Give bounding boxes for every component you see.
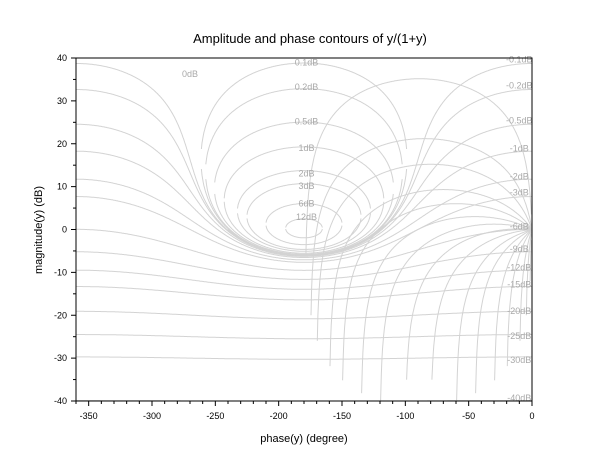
x-tick-label: -50	[462, 411, 475, 421]
gain-contour	[285, 228, 323, 239]
gain-contour	[214, 193, 394, 255]
contour-label: -30dB	[507, 355, 531, 365]
phase-contour	[475, 229, 532, 394]
contour-label: -3dB	[510, 188, 529, 198]
gain-contour	[205, 179, 403, 256]
x-tick-label: -150	[333, 411, 351, 421]
gain-contour	[76, 123, 532, 257]
contour-lines	[76, 62, 532, 402]
phase-contour	[456, 229, 532, 401]
y-tick-label: 30	[57, 96, 67, 106]
x-tick-label: -200	[270, 411, 288, 421]
gain-contour	[265, 203, 343, 223]
x-axis-ticks: -350 -300 -250 -200 -150 -100 -50 0	[75, 401, 535, 421]
phase-contour	[406, 228, 532, 380]
phase-contour	[380, 223, 532, 401]
y-axis-label: magnitude(y) (dB)	[33, 186, 45, 274]
contour-label: 12dB	[296, 212, 317, 222]
gain-contour	[200, 62, 408, 150]
contour-label: -1dB	[510, 144, 529, 154]
y-axis-ticks: -40 -30 -20 -10 0 10 20 30 40	[54, 53, 76, 406]
y-tick-label: -20	[54, 310, 67, 320]
contour-label: -0.2dB	[506, 80, 533, 90]
gain-contour	[76, 196, 532, 263]
contour-label: 0dB	[182, 69, 198, 79]
contour-label: -25dB	[507, 331, 531, 341]
contour-label: -0.5dB	[506, 116, 533, 126]
contour-label: -9dB	[510, 244, 529, 254]
phase-contour	[361, 216, 532, 394]
gain-contour	[76, 334, 532, 340]
phase-contour	[431, 229, 532, 380]
gain-contour	[246, 183, 362, 215]
y-tick-label: -10	[54, 267, 67, 277]
gain-contour	[246, 218, 362, 250]
gain-contour	[76, 356, 532, 360]
x-tick-label: 0	[529, 411, 534, 421]
phase-contour	[519, 231, 532, 341]
gain-contour	[265, 225, 343, 246]
phase-contour	[329, 189, 532, 367]
y-tick-label: 40	[57, 53, 67, 63]
gain-contour	[76, 228, 532, 271]
phase-contour	[342, 203, 532, 381]
gain-contour	[76, 310, 532, 320]
contour-label: 0.1dB	[295, 58, 319, 68]
contour-label: 0.2dB	[295, 82, 319, 92]
y-tick-label: 0	[62, 225, 67, 235]
contour-labels: -0.1dB -0.2dB -0.5dB -1dB -2dB -3dB -6dB -9dB -1…	[182, 55, 533, 403]
x-tick-label: -300	[143, 411, 161, 421]
phase-contour	[494, 229, 532, 381]
gain-contour	[76, 150, 532, 258]
plot-frame	[75, 57, 533, 402]
contour-label: -20dB	[507, 306, 531, 316]
gain-contour	[223, 201, 385, 254]
gain-contour	[76, 269, 532, 290]
phase-contour	[310, 138, 532, 316]
phase-contour	[506, 230, 532, 367]
contour-label: 0.5dB	[295, 117, 319, 127]
gain-contour	[76, 286, 532, 301]
y-tick-label: -30	[54, 353, 67, 363]
x-tick-label: -350	[80, 411, 98, 421]
y-tick-label: 10	[57, 182, 67, 192]
contour-label: -2dB	[510, 171, 529, 181]
gain-contour	[237, 213, 371, 252]
x-tick-label: -250	[206, 411, 224, 421]
gain-contour	[237, 170, 371, 209]
gain-contour	[76, 63, 532, 256]
gain-contour	[205, 88, 403, 165]
phase-contour	[525, 233, 532, 316]
phase-contour	[305, 78, 532, 256]
gain-contour	[214, 121, 394, 183]
chart-title: Amplitude and phase contours of y/(1+y)	[193, 31, 427, 46]
y-tick-label: -40	[54, 396, 67, 406]
gain-contour	[285, 218, 323, 228]
x-axis-label: phase(y) (degree)	[260, 433, 347, 445]
contour-label: -6dB	[510, 222, 529, 232]
y-tick-label: 20	[57, 139, 67, 149]
contour-label: 6dB	[298, 198, 314, 208]
contour-label: 3dB	[298, 181, 314, 191]
gain-contour	[76, 178, 532, 261]
contour-label: -15dB	[507, 279, 531, 289]
contour-label: 2dB	[298, 168, 314, 178]
phase-contour	[529, 240, 532, 282]
contour-label: -12dB	[507, 263, 531, 273]
phase-contour	[316, 163, 532, 341]
gain-contour	[223, 146, 385, 199]
contour-label: -40dB	[507, 393, 531, 403]
x-tick-label: -100	[396, 411, 414, 421]
contour-label: 1dB	[298, 143, 314, 153]
contour-label: -0.1dB	[506, 55, 533, 65]
gain-contour	[76, 251, 532, 280]
